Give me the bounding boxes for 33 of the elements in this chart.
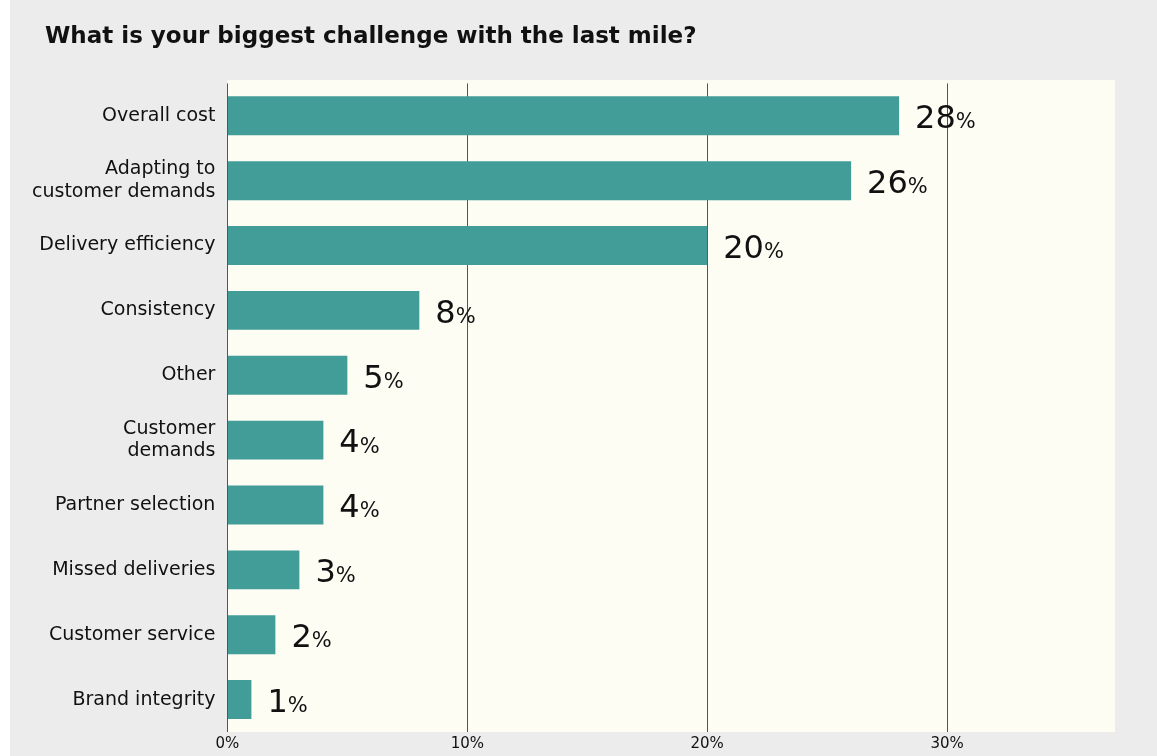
data-label: 20% (723, 227, 784, 266)
x-tick-label: 0% (215, 733, 240, 752)
y-tick-label: Adapting to customer demands (31, 156, 216, 202)
data-label: 4% (339, 422, 380, 461)
bar (227, 615, 276, 655)
bar (227, 680, 252, 720)
y-tick-label: Partner selection (54, 491, 216, 514)
data-label: 5% (363, 357, 404, 396)
y-tick-label: Customer service (49, 621, 216, 644)
y-tick-label: Brand integrity (72, 686, 216, 709)
bar (227, 226, 708, 266)
chart-title: What is your biggest challenge with the last mile? (45, 22, 697, 48)
bar (227, 550, 300, 590)
x-tick-label: 30% (930, 733, 964, 752)
x-tick-label: 20% (690, 733, 724, 752)
bar (227, 355, 348, 395)
bar (227, 485, 324, 525)
data-label: 26% (867, 163, 928, 201)
bar (227, 420, 324, 460)
y-tick-label: Missed deliveries (52, 556, 216, 579)
y-tick-label: Customer demands (123, 415, 216, 461)
bar (227, 290, 420, 330)
data-label: 3% (315, 552, 356, 591)
bar (227, 96, 900, 136)
data-label: 4% (339, 487, 380, 526)
data-label: 2% (291, 617, 332, 656)
y-tick-label: Other (161, 362, 216, 385)
x-tick-label: 10% (450, 733, 484, 752)
y-tick-label: Overall cost (102, 102, 216, 125)
y-tick-label: Consistency (100, 297, 216, 320)
bar (227, 161, 852, 201)
y-tick-label: Delivery efficiency (39, 232, 216, 255)
data-label: 1% (267, 681, 308, 720)
